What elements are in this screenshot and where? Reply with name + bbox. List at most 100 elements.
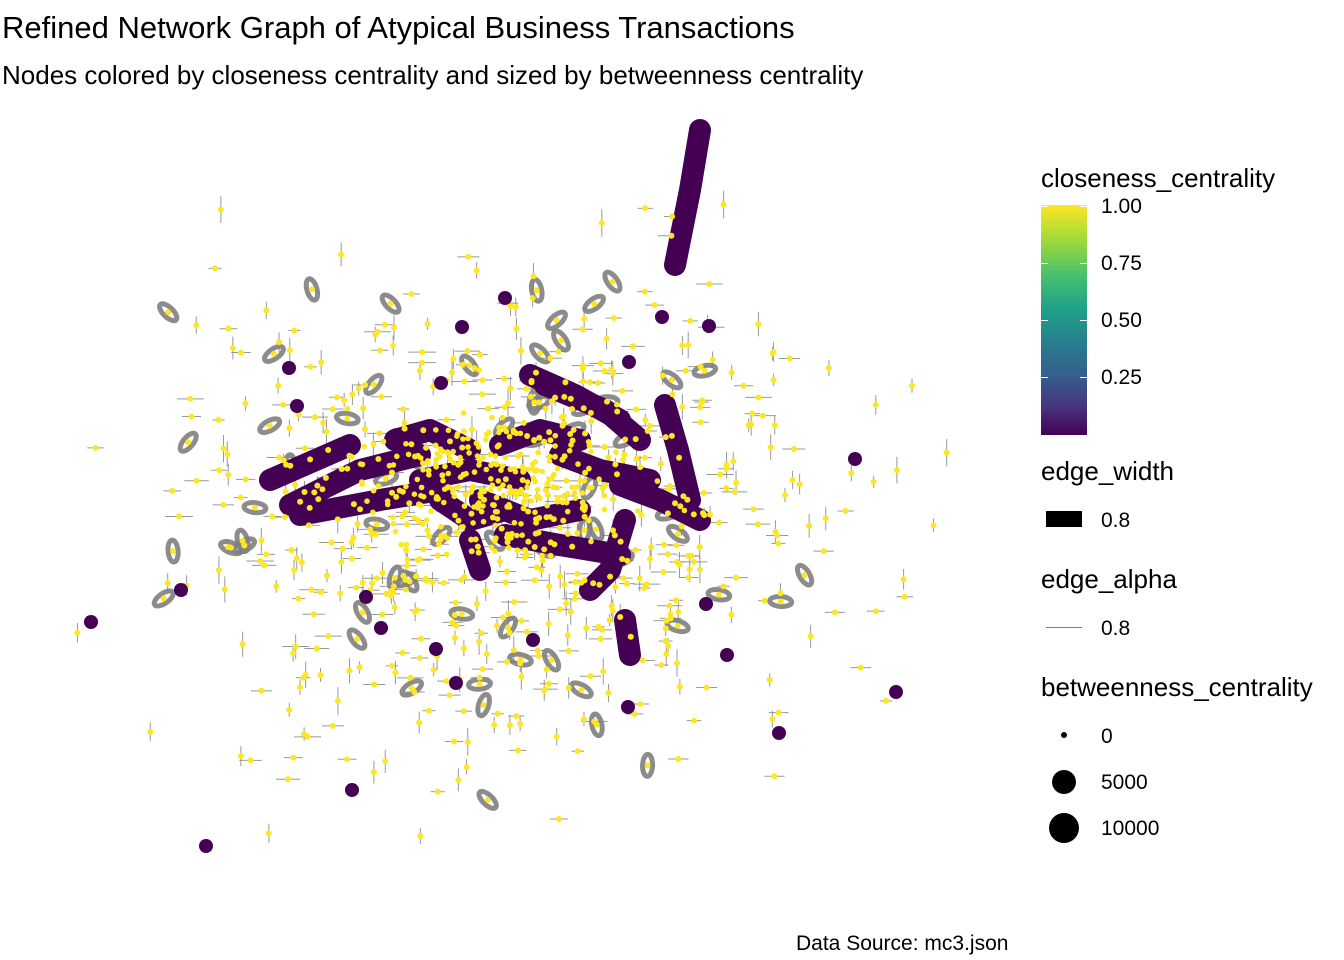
node-peripheral [416,655,423,661]
node-peripheral [478,630,485,637]
node-peripheral [273,583,280,590]
node-core [500,482,506,488]
node-peripheral [520,468,527,475]
node-peripheral [330,722,336,729]
node-peripheral [668,432,675,439]
node-peripheral [553,733,560,740]
node-peripheral [282,488,289,495]
node-peripheral [733,574,739,581]
node-peripheral [659,372,666,379]
node-core [480,454,487,461]
node-peripheral [501,375,508,382]
cluster-chain [609,474,711,531]
node-peripheral [238,349,244,356]
node-peripheral [547,437,554,444]
node-peripheral [782,492,788,498]
node-peripheral [574,748,581,755]
node-core [492,548,498,554]
node-peripheral [872,401,879,408]
node-peripheral [372,331,379,338]
node-peripheral [415,517,422,524]
node-peripheral [399,488,406,495]
node-peripheral [485,405,492,412]
node-peripheral [610,496,617,503]
node-peripheral [338,466,345,472]
node-peripheral [298,559,305,566]
node-peripheral [664,551,671,558]
node-peripheral [337,590,344,597]
node-dyad [593,721,600,728]
node-peripheral [275,382,282,389]
node-peripheral [555,816,562,822]
node-peripheral [552,394,559,401]
node-peripheral [362,382,369,388]
node-peripheral [476,351,483,358]
node-peripheral [460,708,467,715]
node-peripheral [642,416,649,423]
node-dyad [531,399,538,406]
node-dyad [604,398,611,405]
node-peripheral [451,738,458,745]
node-peripheral [422,575,429,582]
node-core [654,478,661,484]
node-core [571,490,578,496]
node-core [505,544,512,551]
node-dyad [408,685,415,692]
node-peripheral [605,454,612,461]
node-peripheral [578,579,585,586]
node-core [465,435,471,442]
node-peripheral [476,638,483,645]
node-layer [74,201,950,853]
node-peripheral [370,769,377,776]
edge-dyad [363,372,385,396]
edge-width-key [1046,511,1082,527]
network-plot [74,119,950,853]
node-core [507,532,514,539]
node-peripheral [390,342,397,349]
node-peripheral [571,595,578,602]
node-peripheral [506,629,513,636]
node-peripheral [414,557,421,564]
node-peripheral [789,477,796,483]
node-peripheral [263,551,270,558]
edge-alpha-key [1046,627,1082,628]
node-core [454,433,460,440]
node-peripheral [147,728,154,735]
node-peripheral [930,522,937,529]
node-peripheral [612,584,619,590]
node-peripheral [439,472,446,479]
node-peripheral [690,558,697,565]
node-peripheral [657,460,664,467]
edge-dyad [497,615,519,640]
node-dyad [622,436,629,443]
node-peripheral [733,479,740,486]
node-hub [889,685,903,699]
node-hub [429,642,443,656]
node-peripheral [569,543,576,550]
node-peripheral [424,320,431,327]
node-peripheral [450,355,457,362]
node-peripheral [581,513,588,520]
node-peripheral [642,454,648,461]
node-peripheral [676,683,683,690]
node-peripheral [496,558,503,565]
node-peripheral [401,425,408,432]
node-peripheral [697,419,704,426]
node-core [428,508,434,514]
node-core [496,429,502,436]
node-peripheral [542,686,549,693]
node-peripheral [217,206,224,213]
node-peripheral [523,385,530,392]
node-dyad [548,657,555,664]
node-peripheral [545,620,552,627]
caption: Data Source: mc3.json [796,932,1009,955]
node-core [420,467,426,473]
node-peripheral [749,410,756,417]
node-dyad [674,530,681,537]
node-peripheral [375,456,382,462]
node-core [510,428,517,434]
node-peripheral [288,547,295,554]
node-dyad [227,544,234,551]
node-core [450,486,456,493]
node-peripheral [594,380,601,386]
